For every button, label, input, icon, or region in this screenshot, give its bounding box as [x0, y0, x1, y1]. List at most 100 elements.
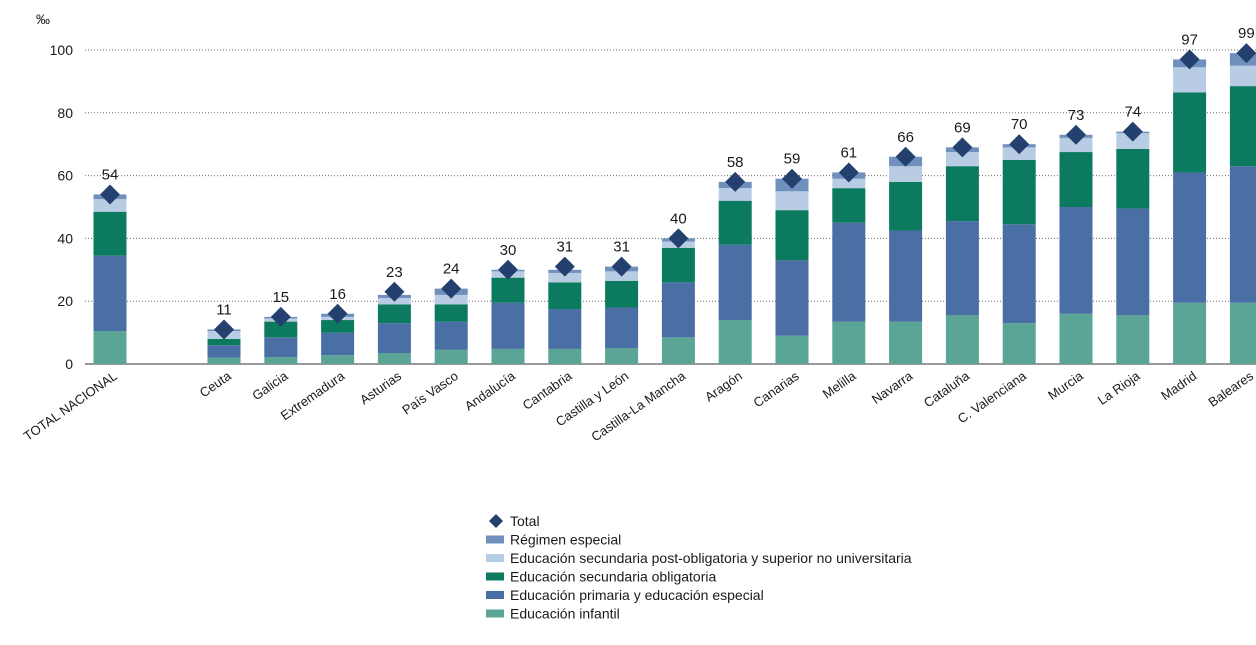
x-category-label: Cataluña [921, 368, 973, 411]
bar-segment-2 [491, 302, 525, 349]
legend-swatch [486, 554, 504, 562]
bar-segment-3 [605, 280, 639, 308]
bar-segment-4 [434, 294, 468, 305]
y-tick-label: 60 [57, 168, 73, 184]
bar-segment-3 [491, 277, 525, 303]
total-marker [270, 306, 291, 327]
bar-segment-4 [1173, 67, 1207, 93]
total-marker [1179, 49, 1200, 70]
bar-segment-2 [93, 255, 127, 332]
x-category-label: Castilla-La Mancha [588, 368, 688, 445]
total-marker [782, 168, 802, 189]
total-marker [895, 146, 916, 167]
bar-segment-3 [1059, 152, 1093, 207]
bar-segment-1 [548, 348, 582, 364]
bar-segment-1 [321, 355, 355, 364]
bar-segment-3 [945, 166, 979, 222]
total-marker [214, 319, 234, 340]
total-data-label: 31 [613, 239, 630, 256]
bar-segment-3 [434, 304, 468, 322]
total-data-label: 11 [216, 301, 232, 318]
bar-segment-2 [321, 332, 355, 356]
bar-segment-2 [832, 222, 866, 322]
x-category-label: País Vasco [399, 368, 461, 417]
bar-segment-4 [889, 166, 923, 182]
bar-segment-2 [1059, 207, 1093, 314]
bar-segment-4 [548, 272, 582, 283]
total-marker [668, 228, 689, 249]
total-marker [441, 278, 462, 299]
bar-segment-1 [718, 320, 752, 364]
bar-segment-3 [548, 282, 582, 310]
x-category-label: Canarias [750, 368, 802, 410]
bar-segment-1 [945, 315, 979, 364]
bar-segment-3 [1116, 148, 1150, 209]
total-data-label: 24 [443, 261, 460, 278]
legend-label: Educación secundaria post-obligatoria y … [510, 550, 912, 566]
bar-segment-3 [889, 181, 923, 231]
legend-label: Total [510, 513, 540, 529]
legend-label: Educación primaria y educación especial [510, 587, 764, 603]
total-marker [498, 259, 518, 280]
bar-segment-1 [491, 348, 525, 364]
total-data-label: 16 [329, 286, 346, 303]
bar-segment-4 [718, 188, 752, 201]
x-category-label: La Rioja [1095, 368, 1143, 408]
y-axis-unit-label: ‰ [36, 11, 50, 27]
total-data-label: 69 [954, 119, 971, 136]
bar-segment-2 [434, 321, 468, 350]
x-category-label: Extremadura [278, 368, 348, 423]
bar-segment-1 [1002, 323, 1036, 364]
legend-swatch [486, 572, 504, 581]
bar-segment-3 [775, 210, 809, 261]
total-data-label: 58 [727, 154, 744, 171]
bar-segment-1 [93, 331, 127, 364]
total-marker [554, 256, 575, 277]
total-marker [1009, 134, 1030, 155]
bar-segment-3 [718, 200, 752, 245]
bar-segment-3 [264, 321, 298, 338]
bar-segment-1 [1229, 302, 1256, 364]
bar-segment-3 [377, 304, 411, 324]
total-data-label: 66 [897, 129, 914, 146]
x-category-label: Baleares [1205, 368, 1256, 410]
bar-segment-1 [434, 349, 468, 364]
legend-swatch [486, 591, 504, 599]
total-data-label: 70 [1011, 116, 1028, 133]
bar-segment-2 [889, 230, 923, 322]
x-category-label: Murcia [1045, 368, 1086, 403]
bar-segment-2 [264, 337, 298, 358]
bar-segment-3 [93, 211, 127, 256]
bar-segment-1 [1059, 313, 1093, 364]
bar-segment-3 [1002, 159, 1036, 225]
legend-swatch [486, 535, 504, 544]
total-data-label: 23 [386, 264, 403, 281]
legend-label: Régimen especial [510, 532, 621, 548]
bar-segment-1 [605, 348, 639, 364]
bar-segment-4 [832, 178, 866, 189]
bar-segment-2 [377, 323, 411, 354]
total-data-label: 61 [840, 144, 857, 161]
total-data-label: 73 [1068, 107, 1085, 124]
x-category-label: Cantabria [520, 368, 575, 413]
x-category-label: Madrid [1158, 368, 1199, 403]
bar-segment-1 [377, 353, 411, 364]
total-marker [327, 303, 348, 324]
bar-segment-4 [93, 199, 127, 212]
total-data-label: 54 [102, 166, 119, 183]
x-category-label: Melilla [820, 368, 859, 402]
total-data-label: 74 [1124, 104, 1141, 121]
bar-segment-2 [605, 307, 639, 349]
total-marker [952, 137, 973, 158]
total-marker [838, 162, 859, 183]
bar-segment-2 [661, 282, 695, 338]
y-tick-label: 20 [57, 293, 73, 309]
total-data-label: 40 [670, 210, 687, 227]
y-tick-label: 40 [57, 230, 73, 246]
bar-segment-2 [1173, 172, 1207, 303]
bar-segment-3 [1229, 86, 1256, 167]
total-marker [100, 184, 120, 205]
x-category-label: Andalucía [462, 368, 519, 414]
